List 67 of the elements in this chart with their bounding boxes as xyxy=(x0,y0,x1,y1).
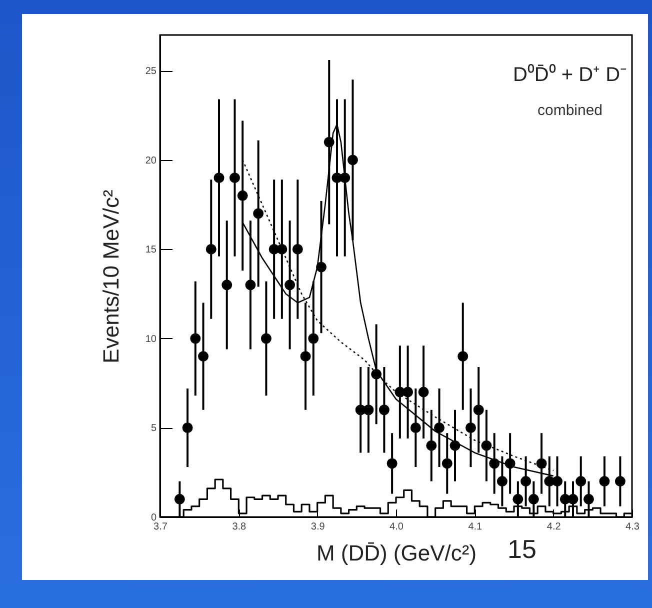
x-tick-label: 4.0 xyxy=(390,522,404,532)
point xyxy=(206,244,216,254)
annotation: combined xyxy=(537,102,603,119)
y-tick-label: 20 xyxy=(145,155,157,166)
y-tick-label: 25 xyxy=(145,66,157,78)
point xyxy=(214,172,224,184)
point xyxy=(442,458,452,469)
point xyxy=(512,494,524,504)
point xyxy=(496,476,508,487)
point xyxy=(229,172,240,184)
point xyxy=(599,476,610,487)
point xyxy=(473,404,484,416)
point xyxy=(284,280,296,290)
point xyxy=(614,476,626,487)
point xyxy=(386,458,398,469)
point xyxy=(371,368,382,380)
point xyxy=(536,458,547,469)
x-tick-label: 4.1 xyxy=(468,522,483,532)
point xyxy=(363,404,374,416)
x-tick-label: 3.8 xyxy=(232,522,247,532)
x-tick-label: 3.7 xyxy=(154,522,168,532)
point xyxy=(528,494,539,504)
point xyxy=(450,440,460,451)
point xyxy=(260,333,272,344)
point xyxy=(402,386,414,398)
y-axis-title: Events/10 MeV/c² xyxy=(98,190,124,364)
point xyxy=(465,422,476,433)
point xyxy=(418,386,429,398)
text: 15 xyxy=(508,534,536,564)
point xyxy=(222,280,232,290)
y-tick-label: 5 xyxy=(150,423,157,434)
annotation: D⁰D̄⁰ + D⁺ D⁻ xyxy=(512,63,628,86)
point xyxy=(308,333,319,344)
point xyxy=(276,244,288,254)
point xyxy=(253,208,264,219)
point xyxy=(568,494,578,504)
point xyxy=(378,404,390,416)
point xyxy=(489,458,500,469)
x-tick-label: 4.3 xyxy=(626,522,640,532)
point xyxy=(458,351,468,362)
point xyxy=(292,244,303,254)
x-tick-label: 3.9 xyxy=(310,522,326,532)
point xyxy=(347,154,358,166)
point xyxy=(174,494,185,504)
point xyxy=(576,476,586,487)
point xyxy=(552,476,563,487)
point xyxy=(481,440,492,451)
point xyxy=(324,136,334,148)
point xyxy=(583,494,594,504)
point xyxy=(520,476,532,487)
x-tick-label: 4.2 xyxy=(546,522,562,532)
point xyxy=(237,190,248,201)
point xyxy=(190,333,201,344)
point xyxy=(410,422,421,433)
point xyxy=(434,422,445,433)
point xyxy=(245,280,256,290)
point xyxy=(182,422,193,433)
point xyxy=(300,351,311,362)
y-tick-label: 10 xyxy=(145,334,157,345)
x-axis-title: M (DD̄) (GeV/c²) xyxy=(316,540,477,566)
y-tick-label: 15 xyxy=(145,244,157,256)
point xyxy=(340,172,350,184)
point xyxy=(504,458,516,469)
point xyxy=(426,440,437,451)
y-tick-label: 0 xyxy=(150,512,157,524)
point xyxy=(316,262,327,272)
point xyxy=(198,351,209,362)
